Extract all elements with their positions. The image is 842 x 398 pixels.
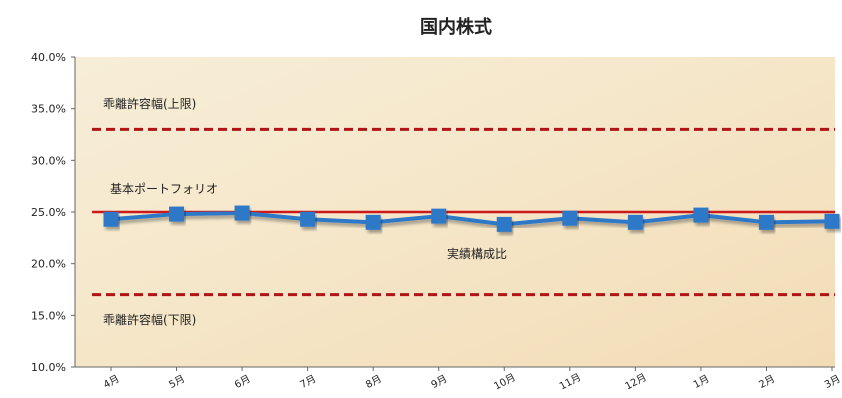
x-axis-ticks: 4月 5月 6月 7月 8月 9月 10月 11月 12月 1月 2月 3月 <box>101 367 842 393</box>
y-tick-label: 20.0% <box>31 258 66 271</box>
actual-series <box>103 205 840 232</box>
actual-data-point <box>431 208 447 224</box>
x-tick-label: 2月 <box>757 373 777 391</box>
y-tick-label: 40.0% <box>31 51 66 64</box>
x-tick-label: 5月 <box>167 373 187 391</box>
x-tick-label: 1月 <box>691 373 711 391</box>
actual-data-point <box>824 213 840 229</box>
x-tick-label: 6月 <box>233 373 253 391</box>
actual-data-point <box>627 214 643 230</box>
y-tick-label: 35.0% <box>31 103 66 116</box>
x-tick-label: 12月 <box>623 371 649 392</box>
annotation-lower-limit: 乖離許容幅(下限) <box>103 312 196 327</box>
actual-data-point <box>300 211 316 227</box>
annotation-base-portfolio: 基本ポートフォリオ <box>110 182 218 196</box>
actual-data-point <box>496 216 512 232</box>
annotation-actual-composition: 実績構成比 <box>447 246 507 261</box>
x-tick-label: 10月 <box>492 371 518 392</box>
chart-title: 国内株式 <box>420 16 492 38</box>
y-tick-label: 25.0% <box>31 206 66 219</box>
actual-data-point <box>693 207 709 223</box>
y-axis-ticks: 10.0% 15.0% 20.0% 25.0% 30.0% 35.0% 40.0% <box>31 51 75 374</box>
x-tick-label: 7月 <box>298 373 318 391</box>
y-tick-label: 15.0% <box>31 309 66 322</box>
x-tick-label: 8月 <box>364 373 384 391</box>
x-tick-label: 4月 <box>101 373 121 391</box>
y-tick-label: 30.0% <box>31 154 66 167</box>
actual-data-point <box>365 214 381 230</box>
x-tick-label: 3月 <box>822 373 842 391</box>
actual-data-point <box>169 206 185 222</box>
actual-data-point <box>758 214 774 230</box>
x-tick-label: 9月 <box>429 373 449 391</box>
actual-data-point <box>103 211 119 227</box>
annotation-upper-limit: 乖離許容幅(上限) <box>103 96 196 111</box>
actual-series-line <box>110 211 833 227</box>
actual-data-point <box>234 205 250 221</box>
actual-data-point <box>562 210 578 226</box>
x-tick-label: 11月 <box>557 371 583 392</box>
y-tick-label: 10.0% <box>31 361 66 374</box>
